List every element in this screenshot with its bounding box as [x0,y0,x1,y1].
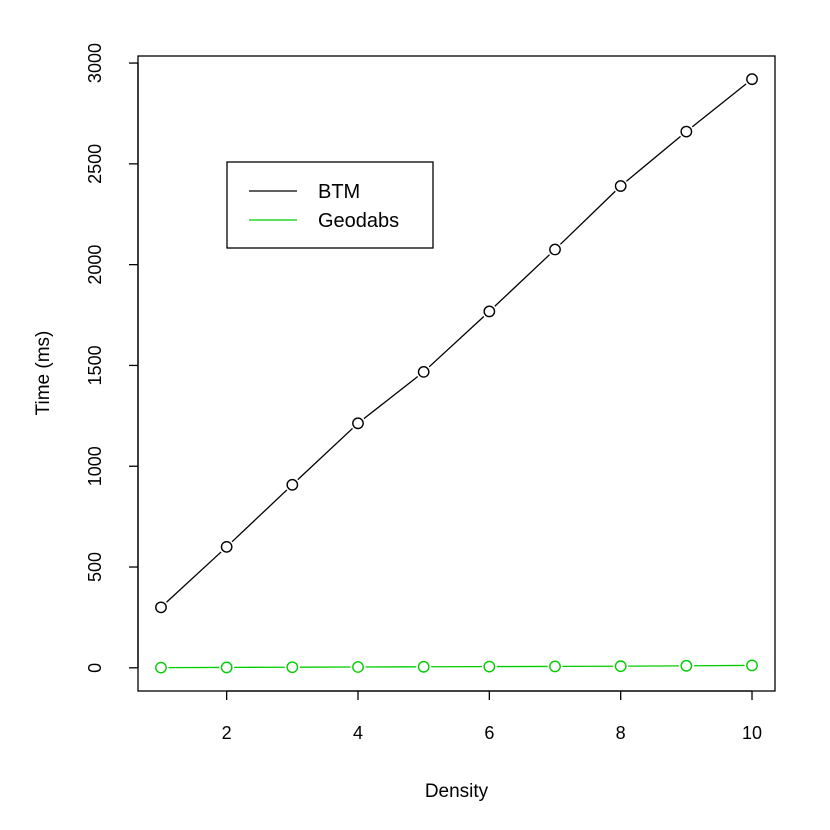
x-tick-label: 4 [353,723,363,743]
data-point [220,540,233,553]
data-point [614,660,627,673]
data-point [352,661,364,673]
y-tick-label: 1000 [85,446,105,486]
data-point [680,659,693,672]
data-point [614,180,627,192]
series-geodabs [155,659,758,674]
y-axis: 0 500 1000 1500 2000 2500 3000 [85,43,139,673]
data-point [155,601,167,614]
series-line-segment [626,135,681,182]
series-line-segment [363,375,419,420]
data-point [417,660,430,673]
series-btm [155,73,758,614]
x-tick-label: 10 [742,723,762,743]
legend-box [226,161,434,249]
data-point [549,243,561,256]
y-tick-label: 3000 [85,43,105,83]
data-point [746,659,758,672]
data-point [417,365,430,378]
x-tick-label: 2 [222,723,232,743]
data-point [286,478,299,491]
data-point [549,660,561,673]
y-tick-label: 500 [85,552,105,582]
series-line-segment [428,316,485,368]
y-tick-label: 2000 [85,245,105,285]
series-line-segment [166,551,222,603]
series-line-segment [559,190,616,245]
data-point [680,125,693,138]
series-layer [155,73,758,674]
data-point [220,661,233,674]
series-line-segment [494,254,550,307]
series-line-segment [691,83,747,128]
series-line-segment [231,489,288,543]
data-point [352,417,364,430]
legend-label-geodabs: Geodabs [318,210,399,232]
data-point [746,73,758,86]
legend-label-btm: BTM [318,181,360,203]
x-axis-title: Density [425,781,489,802]
data-point [483,660,496,673]
y-tick-label: 1500 [85,345,105,385]
data-point [286,661,299,674]
series-line-segment [297,427,353,481]
data-point [483,305,496,318]
y-tick-label: 2500 [85,144,105,184]
y-tick-label: 0 [85,663,105,673]
data-point [155,661,167,674]
legend: BTM Geodabs [226,161,434,249]
x-tick-label: 8 [616,723,626,743]
x-axis: 2 4 6 8 10 [222,690,762,743]
y-axis-title: Time (ms) [33,331,54,416]
x-tick-label: 6 [484,723,494,743]
